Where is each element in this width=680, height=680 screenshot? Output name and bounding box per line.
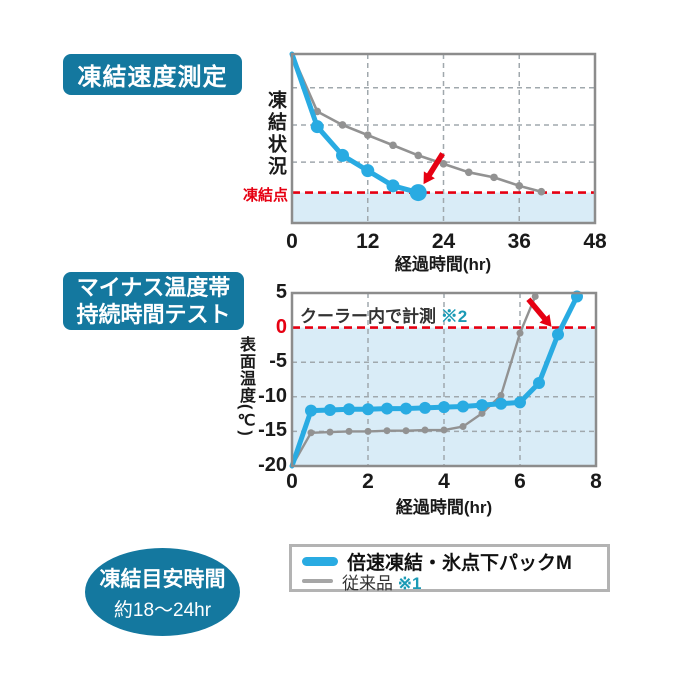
data-point <box>414 151 423 160</box>
section-title-subzero-duration: マイナス温度帯 持続時間テスト <box>63 272 244 330</box>
x-tick-label: 2 <box>362 470 374 493</box>
data-point <box>389 141 397 150</box>
section-title-line1: マイナス温度帯 <box>76 275 231 300</box>
data-point <box>419 401 431 414</box>
data-point <box>514 396 526 409</box>
x-tick-label: 0 <box>286 230 298 253</box>
x-tick-label: 36 <box>507 230 531 253</box>
section-title-line2: 持続時間テスト <box>76 302 231 327</box>
data-point <box>531 292 539 300</box>
x-tick-label: 6 <box>514 470 526 493</box>
data-point <box>439 160 448 168</box>
data-point <box>440 426 448 434</box>
data-point <box>537 187 546 196</box>
data-point <box>307 429 315 437</box>
data-point <box>400 402 412 415</box>
data-point <box>478 409 486 417</box>
legend-item-conventional: 従来品 ※1 <box>302 571 599 593</box>
data-point <box>336 148 349 162</box>
y-tick-label: -20 <box>258 454 287 476</box>
freezing-speed-chart <box>289 51 597 225</box>
data-point <box>402 427 410 435</box>
series-line <box>289 293 580 469</box>
x-tick-label: 48 <box>583 230 607 253</box>
freeze-time-title: 凍結目安時間 <box>99 567 226 591</box>
x-tick-label: 0 <box>286 470 298 493</box>
data-point <box>533 376 545 389</box>
annotation-ref-mark: ※2 <box>440 307 468 326</box>
data-point <box>345 427 353 435</box>
data-point <box>438 401 450 414</box>
y-tick-label: 5 <box>275 281 287 303</box>
data-point <box>516 329 524 337</box>
y-tick-label: 0 <box>275 315 287 338</box>
freeze-time-badge: 凍結目安時間 約18〜24hr <box>85 548 240 636</box>
data-point <box>457 400 469 413</box>
data-point <box>305 404 317 417</box>
data-point <box>362 403 374 416</box>
y-axis-label-freeze-status: 凍結状況 <box>265 90 286 178</box>
data-point <box>490 173 498 182</box>
data-point <box>313 107 322 116</box>
subzero-duration-chart <box>289 290 598 469</box>
legend-label-conventional: 従来品 ※1 <box>342 573 422 593</box>
data-point <box>326 428 334 436</box>
data-point <box>324 403 336 416</box>
chart-legend: 倍速凍結・氷点下パックM 従来品 ※1 <box>289 544 610 593</box>
x-tick-label: 12 <box>356 230 380 253</box>
data-point <box>421 426 429 434</box>
y-tick-label: -10 <box>258 384 287 407</box>
legend-ref-mark: ※1 <box>397 573 422 593</box>
arrow-head-icon <box>423 171 435 185</box>
measured-in-cooler-note: クーラー内で計測 ※2 <box>300 302 467 327</box>
data-point <box>310 120 324 134</box>
y-axis-label-surface-temp: 表面温度(℃) <box>237 336 254 437</box>
freezing-point-label: 凍結点 <box>242 187 288 204</box>
data-point <box>386 179 400 193</box>
freeze-time-value: 約18〜24hr <box>113 599 212 621</box>
data-point <box>343 403 355 416</box>
arrow-head-icon <box>539 314 552 327</box>
section-title-freezing-speed: 凍結速度測定 <box>63 54 242 95</box>
data-point <box>381 402 393 415</box>
plot-border <box>290 52 597 225</box>
x-axis-label-elapsed-time-2: 経過時間(hr) <box>395 498 493 517</box>
x-tick-label: 8 <box>590 470 602 493</box>
data-point <box>497 391 505 399</box>
legend-label-product: 倍速凍結・氷点下パックM <box>347 552 572 574</box>
x-axis-label-elapsed-time-1: 経過時間(hr) <box>394 255 492 274</box>
data-point <box>495 397 507 410</box>
data-point <box>476 399 488 412</box>
data-point <box>464 168 473 177</box>
y-tick-label: -15 <box>258 419 287 442</box>
legend-swatch-product-line <box>302 556 338 566</box>
arrow-shaft <box>425 152 445 179</box>
annotation-text: クーラー内で計測 <box>300 307 436 326</box>
x-tick-label: 24 <box>431 230 456 253</box>
y-tick-label: -5 <box>269 350 287 373</box>
arrow-shaft <box>526 297 549 322</box>
data-point <box>361 164 375 178</box>
data-point <box>552 328 564 341</box>
data-point <box>338 121 347 129</box>
data-point <box>515 182 524 190</box>
data-point <box>459 423 467 431</box>
x-tick-label: 4 <box>438 470 450 493</box>
legend-item-product: 倍速凍結・氷点下パックM <box>302 551 599 574</box>
plot-border <box>290 291 598 468</box>
data-point <box>409 184 427 202</box>
data-point <box>363 131 372 139</box>
legend-swatch-conventional-line <box>302 579 333 583</box>
data-point <box>383 427 391 435</box>
data-point <box>364 427 372 435</box>
